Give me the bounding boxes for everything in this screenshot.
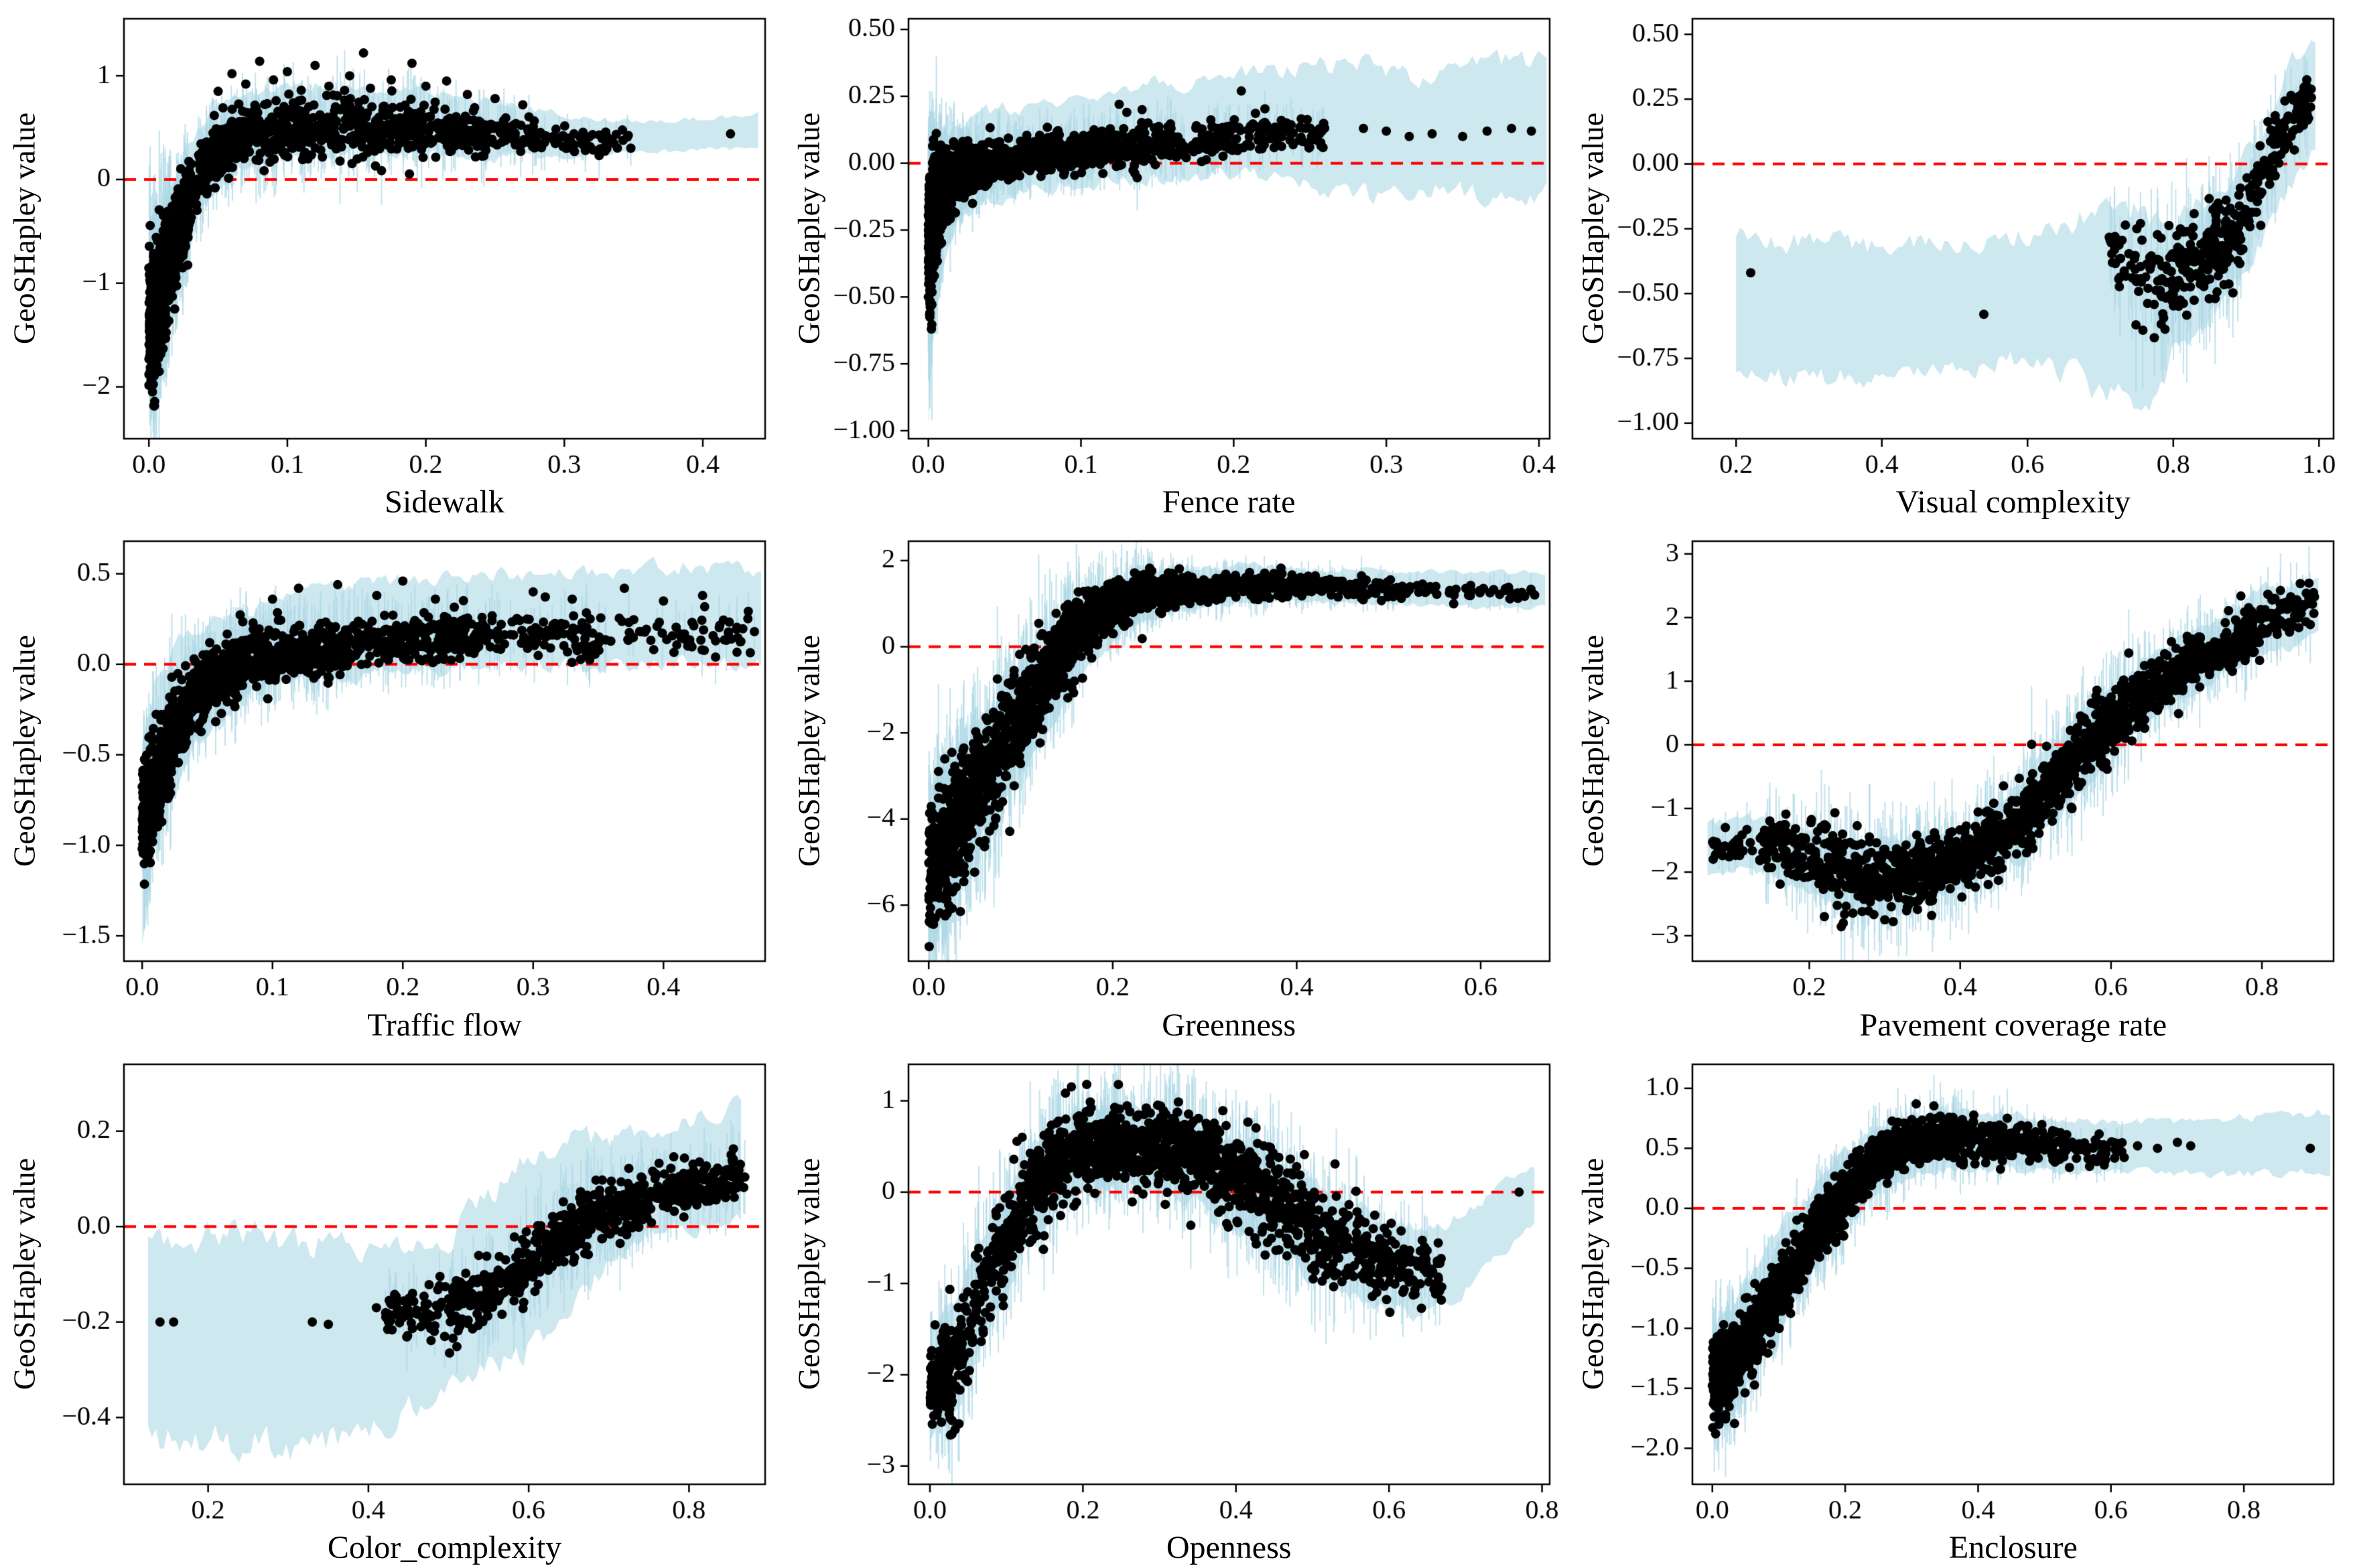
color-complexity-plot-canvas [0, 1045, 784, 1568]
y-axis-label: GeoSHapley value [7, 1157, 42, 1390]
x-axis-label: Pavement coverage rate [1859, 1007, 2167, 1043]
subplot-enclosure: GeoSHapley value Enclosure [1568, 1045, 2353, 1568]
sidewalk-plot-canvas [0, 0, 784, 522]
x-axis-label: Openness [1166, 1529, 1292, 1565]
subplot-color-complexity: GeoSHapley value Color_complexity [0, 1045, 785, 1568]
x-axis-label: Fence rate [1162, 484, 1296, 520]
visual-complexity-plot-canvas [1568, 0, 2353, 522]
subplot-openness: GeoSHapley value Openness [784, 1045, 1569, 1568]
y-axis-label: GeoSHapley value [7, 112, 42, 345]
traffic-flow-plot-canvas [0, 522, 784, 1046]
enclosure-plot-canvas [1568, 1045, 2353, 1568]
subplot-pavement-coverage-rate: GeoSHapley value Pavement coverage rate [1568, 522, 2353, 1046]
subplot-sidewalk: GeoSHapley value Sidewalk [0, 0, 785, 522]
openness-plot-canvas [784, 1045, 1568, 1568]
pavement-coverage-rate-plot-canvas [1568, 522, 2353, 1046]
y-axis-label: GeoSHapley value [791, 635, 826, 867]
x-axis-label: Visual complexity [1895, 484, 2131, 520]
x-axis-label: Greenness [1162, 1007, 1296, 1043]
fence-rate-plot-canvas [784, 0, 1568, 522]
y-axis-label: GeoSHapley value [791, 112, 826, 345]
subplot-greenness: GeoSHapley value Greenness [784, 522, 1569, 1046]
y-axis-label: GeoSHapley value [791, 1157, 826, 1390]
x-axis-label: Sidewalk [385, 484, 505, 520]
y-axis-label: GeoSHapley value [1575, 1157, 1610, 1390]
x-axis-label: Traffic flow [367, 1007, 522, 1043]
x-axis-label: Enclosure [1948, 1529, 2078, 1565]
y-axis-label: GeoSHapley value [1575, 112, 1610, 345]
subplot-fence-rate: GeoSHapley value Fence rate [784, 0, 1569, 522]
y-axis-label: GeoSHapley value [1575, 635, 1610, 867]
subplot-visual-complexity: GeoSHapley value Visual complexity [1568, 0, 2353, 522]
y-axis-label: GeoSHapley value [7, 635, 42, 867]
x-axis-label: Color_complexity [327, 1529, 562, 1565]
subplot-traffic-flow: GeoSHapley value Traffic flow [0, 522, 785, 1046]
greenness-plot-canvas [784, 522, 1568, 1046]
